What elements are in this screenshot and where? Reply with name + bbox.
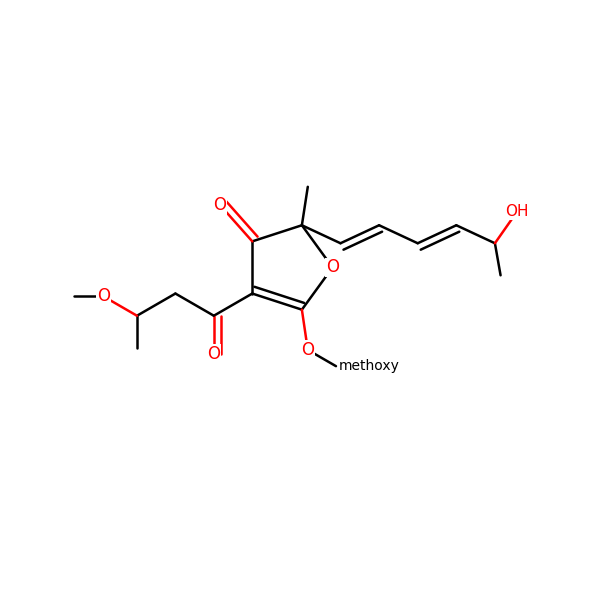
Text: OH: OH	[505, 204, 529, 219]
Text: methoxy: methoxy	[339, 359, 400, 373]
Text: O: O	[301, 341, 314, 359]
Text: O: O	[208, 345, 220, 363]
Text: O: O	[213, 196, 226, 214]
Text: O: O	[97, 287, 110, 305]
Text: O: O	[326, 259, 339, 277]
